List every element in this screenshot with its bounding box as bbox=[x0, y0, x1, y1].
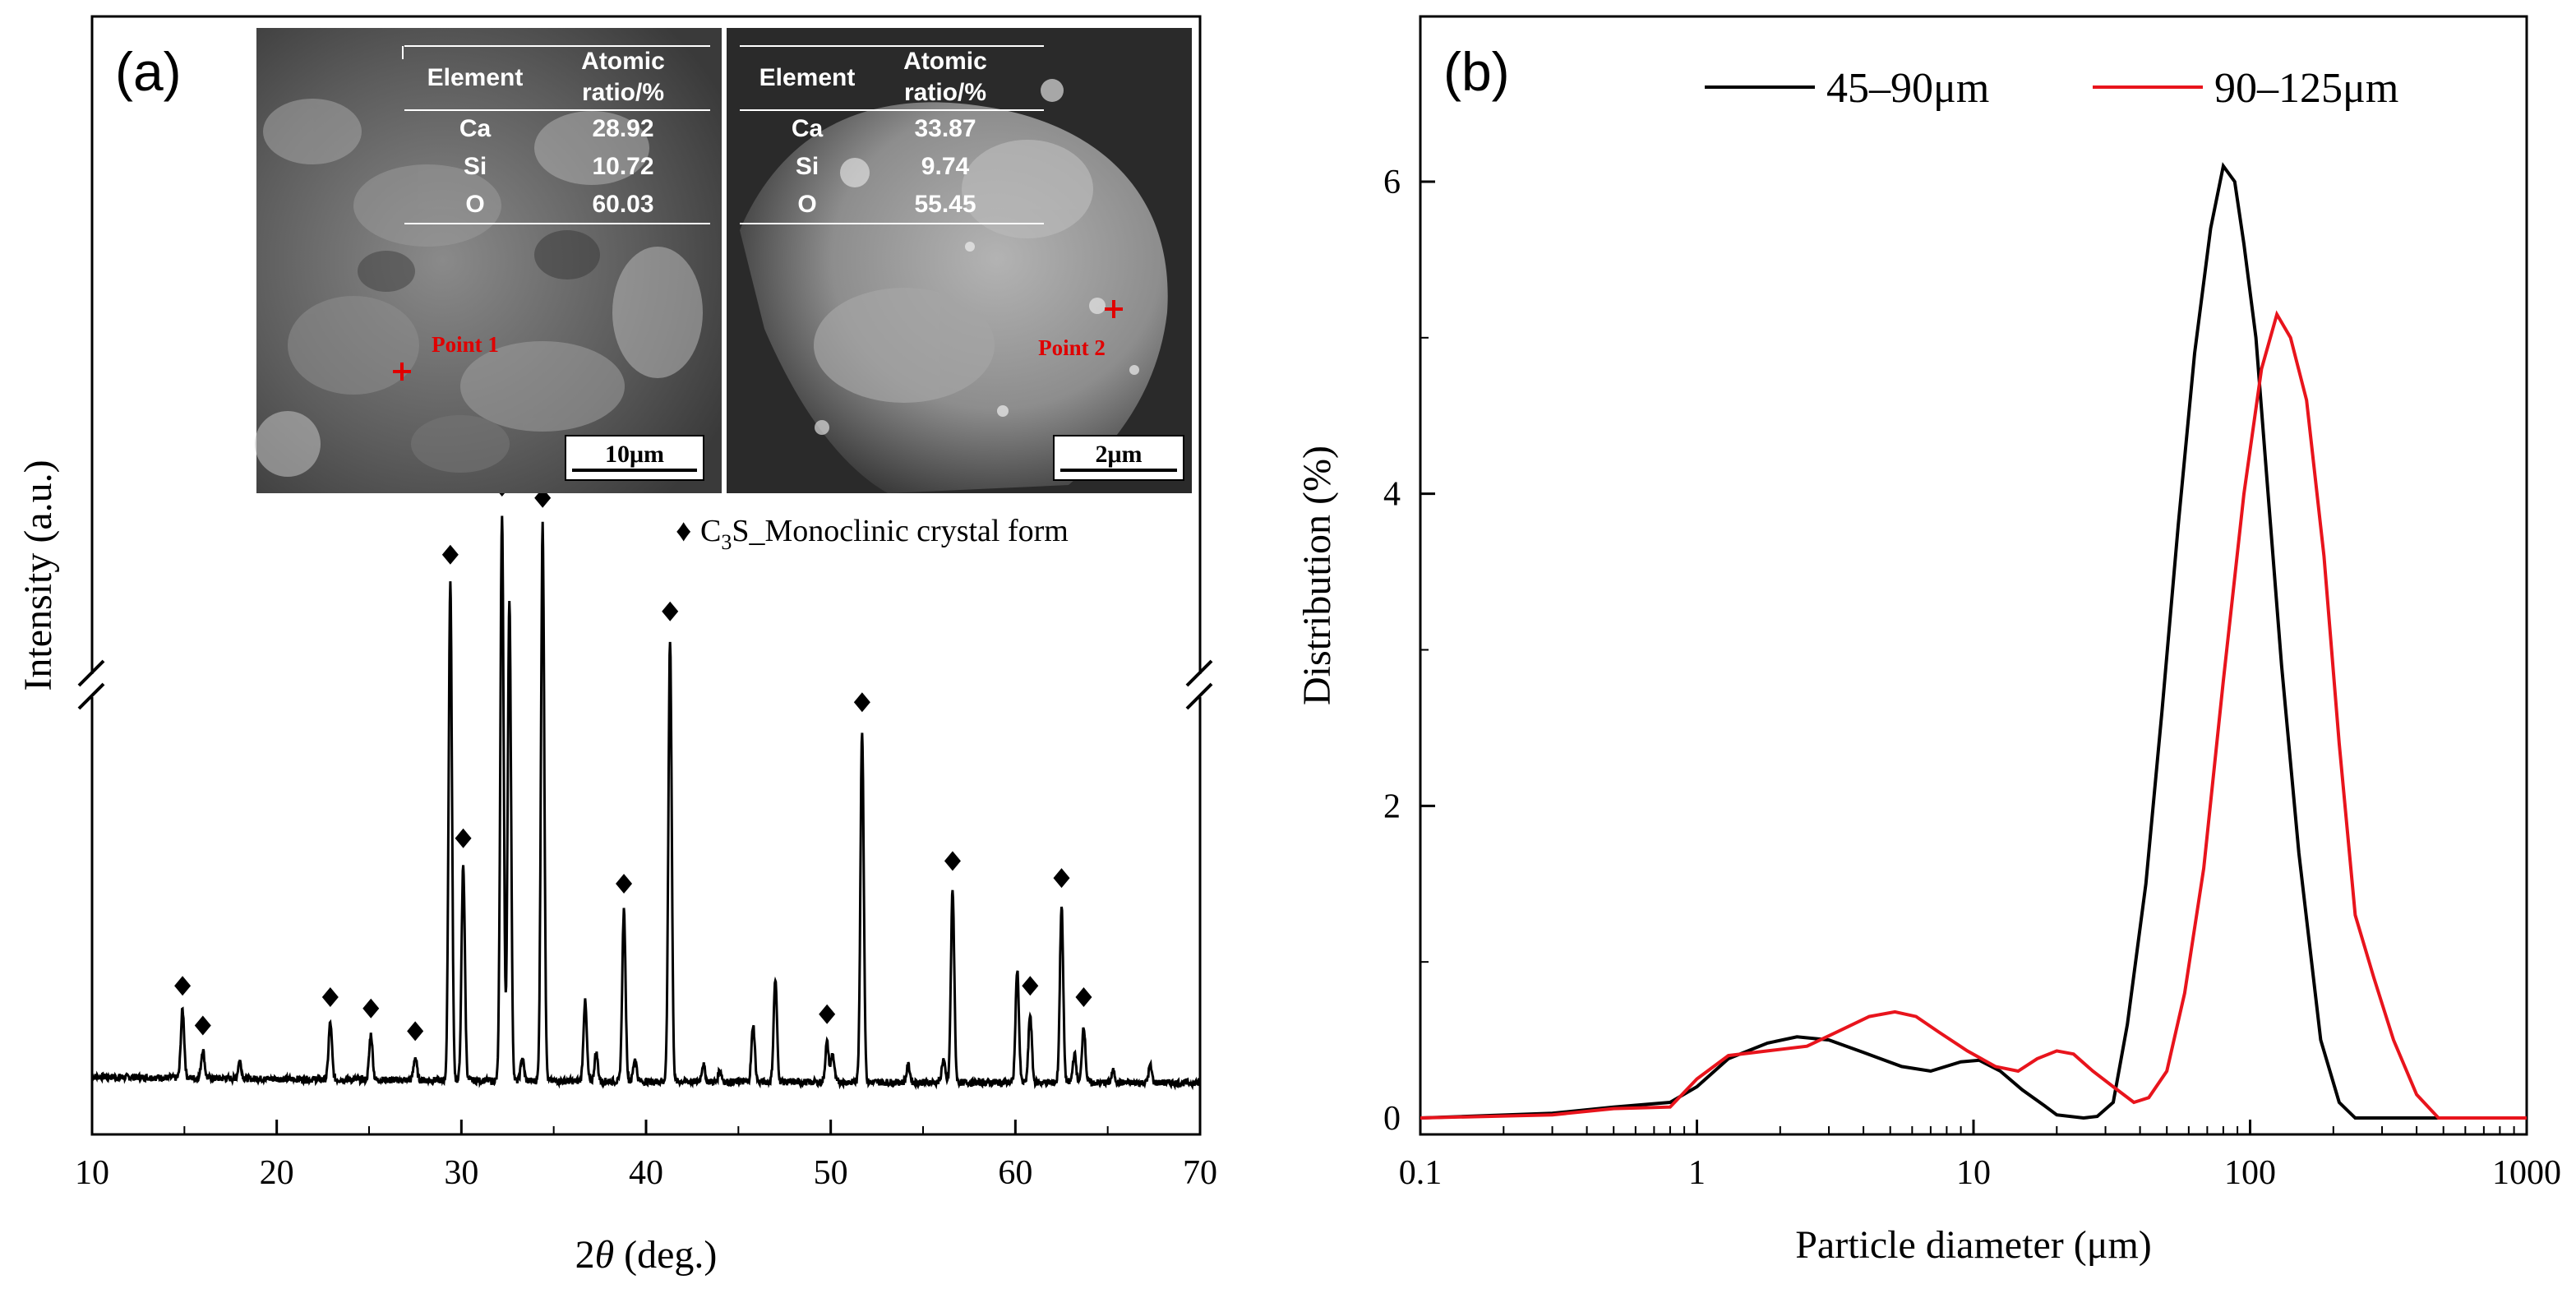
inset1-row-o-element: O bbox=[465, 191, 484, 218]
c3s-peak-marker bbox=[1022, 976, 1039, 996]
c3s-peak-marker bbox=[407, 1021, 424, 1042]
legend-label-45-90um: 45–90μm bbox=[1826, 65, 1989, 112]
panel-a-x-tick-label: 40 bbox=[629, 1154, 663, 1192]
series-90-125um-line bbox=[1420, 310, 2527, 1120]
inset1-header-ratio: ratio/% bbox=[582, 79, 664, 106]
panel-b-y-axis-title: Distribution (%) bbox=[1295, 446, 1339, 705]
legend-c3s-text: C3S_Monoclinic crystal form bbox=[700, 514, 1069, 554]
panel-b-x-ticks bbox=[1419, 1120, 2528, 1134]
panel-a-x-tick-label: 50 bbox=[814, 1154, 848, 1192]
c3s-peak-marker bbox=[944, 851, 961, 871]
xrd-pattern-line bbox=[92, 515, 1200, 1091]
inset2-row-o-element: O bbox=[797, 191, 816, 218]
c3s-peak-marker bbox=[1075, 987, 1092, 1007]
inset1-row-ca-value: 28.92 bbox=[592, 115, 653, 142]
inset1-row-o-value: 60.03 bbox=[592, 191, 653, 218]
legend-diamond-marker: ♦ bbox=[676, 514, 691, 548]
panel-b-x-tick-label: 1 bbox=[1688, 1154, 1706, 1192]
c3s-peak-marker bbox=[819, 1004, 836, 1024]
inset2-header-atomic: Atomic bbox=[903, 48, 987, 75]
panel-b-y-tick-labels: 0 2 4 6 bbox=[1383, 164, 1401, 1138]
c3s-peak-marker bbox=[662, 601, 679, 621]
inset1-row-ca-element: Ca bbox=[459, 115, 492, 142]
inset1-point-cross bbox=[393, 363, 411, 381]
inset2-row-si-value: 9.74 bbox=[921, 153, 970, 180]
inset1-row-si-value: 10.72 bbox=[592, 153, 653, 180]
inset2-point-cross bbox=[1105, 300, 1123, 318]
inset2-row-ca-element: Ca bbox=[792, 115, 824, 142]
inset1-scale-box bbox=[565, 435, 704, 481]
inset2-row-ca-value: 33.87 bbox=[914, 115, 976, 142]
panel-a-x-tick-labels: 10 20 30 40 50 60 70 bbox=[75, 1154, 1217, 1192]
inset1-scale-label: 10μm bbox=[605, 441, 664, 468]
panel-a-label: (a) bbox=[115, 41, 182, 102]
c3s-peak-marker bbox=[616, 874, 633, 894]
sem-inset-1: Element Atomic ratio/% Ca 28.92 Si 10.72… bbox=[255, 28, 722, 493]
panel-a-x-tick-label: 20 bbox=[260, 1154, 294, 1192]
sem-texture-2 bbox=[814, 79, 1139, 435]
legend-label-90-125um: 90–125μm bbox=[2214, 65, 2398, 112]
panel-a-axis-break-right bbox=[1185, 659, 1213, 710]
panel-b-x-tick-label: 0.1 bbox=[1399, 1154, 1443, 1192]
panel-b-y-tick-label: 6 bbox=[1383, 164, 1401, 201]
panel-b-y-tick-label: 0 bbox=[1383, 1100, 1401, 1138]
panel-b-x-tick-label: 1000 bbox=[2492, 1154, 2561, 1192]
panel-b-x-axis-title: Particle diameter (μm) bbox=[1795, 1223, 2152, 1267]
inset2-header-ratio: ratio/% bbox=[904, 79, 986, 106]
inset1-row-si-element: Si bbox=[464, 153, 487, 180]
panel-a-x-tick-label: 30 bbox=[444, 1154, 478, 1192]
inset2-point-label: Point 2 bbox=[1038, 335, 1106, 360]
sem-texture-1 bbox=[255, 99, 703, 477]
panel-b-y-tick-label: 2 bbox=[1383, 788, 1401, 825]
c3s-peak-marker bbox=[455, 828, 472, 848]
c3s-peak-markers bbox=[174, 477, 1092, 1042]
inset1-point-label: Point 1 bbox=[432, 332, 499, 357]
c3s-peak-marker bbox=[194, 1015, 211, 1036]
series-45-90um-line bbox=[1420, 162, 2527, 1120]
panel-b-label: (b) bbox=[1443, 41, 1510, 102]
inset2-row-si-element: Si bbox=[796, 153, 819, 180]
panel-a-x-tick-label: 60 bbox=[998, 1154, 1032, 1192]
c3s-peak-marker bbox=[174, 976, 192, 996]
c3s-peak-marker bbox=[441, 544, 459, 565]
c3s-peak-marker bbox=[1053, 868, 1070, 889]
inset1-header-atomic: Atomic bbox=[581, 48, 665, 75]
panel-b-y-tick-label: 4 bbox=[1383, 476, 1401, 514]
sem-inset-2: Element Atomic ratio/% Ca 33.87 Si 9.74 … bbox=[727, 28, 1192, 493]
panel-a-x-tick-label: 70 bbox=[1183, 1154, 1217, 1192]
inset2-header-element: Element bbox=[759, 64, 856, 91]
panel-b-frame bbox=[1419, 15, 2528, 1136]
panel-b-x-tick-label: 10 bbox=[1956, 1154, 1991, 1192]
panel-b-x-tick-label: 100 bbox=[2224, 1154, 2276, 1192]
c3s-peak-marker bbox=[853, 692, 870, 713]
inset2-row-o-value: 55.45 bbox=[914, 191, 976, 218]
panel-b-y-ticks bbox=[1420, 180, 1435, 1120]
inset2-scale-box bbox=[1053, 435, 1184, 481]
panel-b: 0.1 1 10 100 1000 0 2 4 6 (b) Particle diameter… bbox=[1295, 15, 2561, 1267]
inset2-scale-label: 2μm bbox=[1096, 441, 1143, 468]
panel-a: 10 20 30 40 50 60 70 (a) 2θ (deg.) Intensity (… bbox=[16, 15, 1217, 1277]
panel-b-legend: 45–90μm 90–125μm bbox=[1705, 65, 2398, 112]
panel-a-x-ticks bbox=[90, 1120, 1202, 1134]
panel-a-x-axis-title: 2θ (deg.) bbox=[575, 1233, 718, 1277]
panel-a-x-tick-label: 10 bbox=[75, 1154, 109, 1192]
inset1-header-element: Element bbox=[427, 64, 524, 91]
panel-a-y-axis-title: Intensity (a.u.) bbox=[16, 460, 60, 691]
c3s-peak-marker bbox=[321, 987, 339, 1007]
panel-b-x-tick-labels: 0.1 1 10 100 1000 bbox=[1399, 1154, 2561, 1192]
c3s-peak-marker bbox=[362, 998, 380, 1019]
panel-a-legend: ♦ C3S_Monoclinic crystal form bbox=[676, 514, 1069, 554]
panel-a-axis-break-left bbox=[77, 659, 105, 710]
